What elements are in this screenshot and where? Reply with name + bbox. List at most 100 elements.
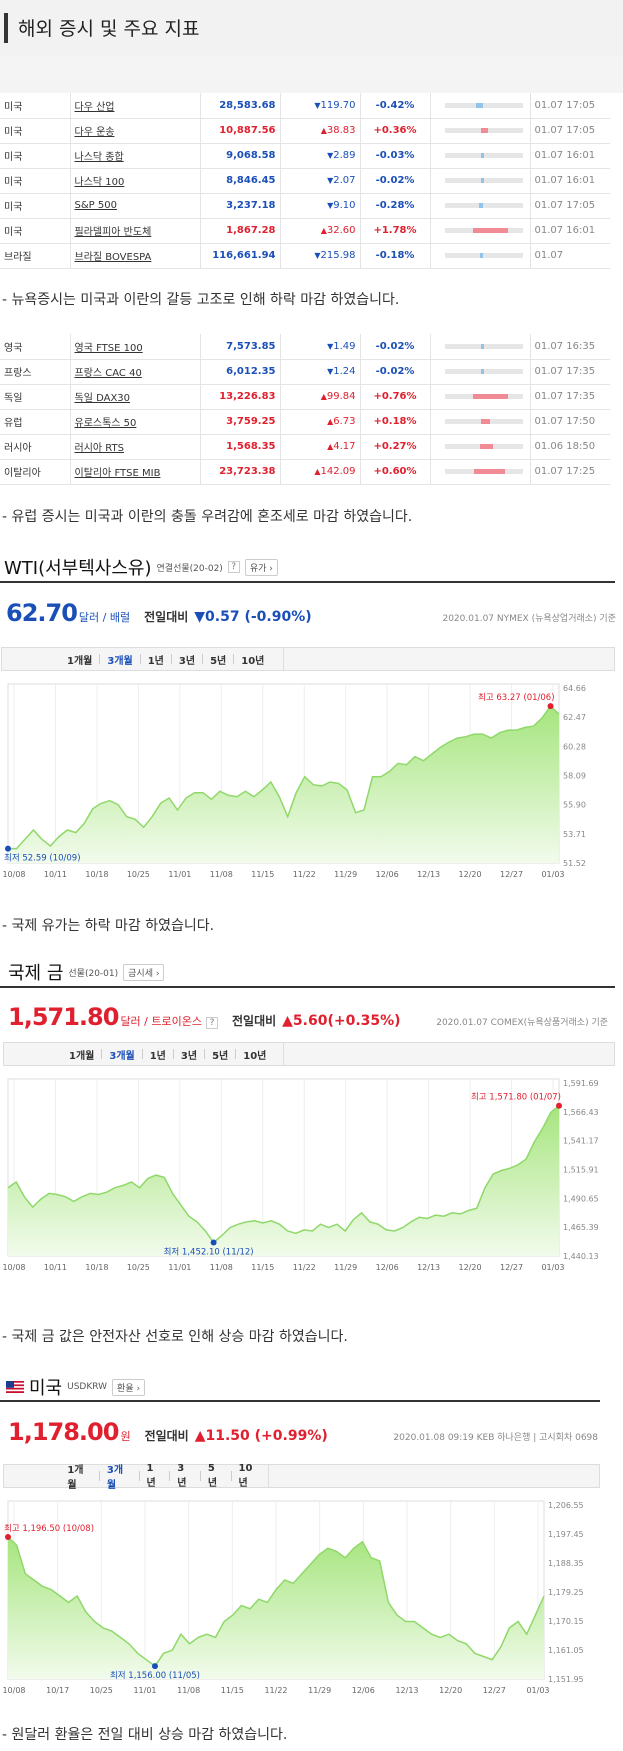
index-name-link[interactable]: 다우 운송 bbox=[70, 118, 201, 144]
index-price: 1,568.35 bbox=[200, 434, 281, 460]
index-name-link[interactable]: 유로스톡스 50 bbox=[70, 409, 201, 435]
index-country: 미국 bbox=[0, 118, 71, 144]
index-row: 미국 다우 산업 28,583.68 ▼119.70 -0.42% 01.07 17:05 bbox=[0, 93, 610, 119]
index-change-bar bbox=[430, 459, 531, 485]
index-change-value: 4.17 bbox=[333, 441, 356, 452]
index-name-link[interactable]: 나스닥 100 bbox=[70, 168, 201, 194]
index-price: 10,887.56 bbox=[200, 118, 281, 144]
x-tick-label: 11/01 bbox=[168, 870, 191, 879]
gold-help-icon[interactable]: ? bbox=[205, 1017, 218, 1029]
y-tick-label: 1,440.13 bbox=[563, 1252, 599, 1261]
eu-market-note: - 유럽 증시는 미국과 이란의 충돌 우려감에 혼조세로 마감 하였습니다. bbox=[2, 509, 413, 525]
index-time: 01.07 16:01 bbox=[530, 168, 610, 194]
x-tick-label: 10/18 bbox=[85, 1263, 108, 1272]
index-name-link[interactable]: 독일 DAX30 bbox=[70, 384, 201, 410]
index-percent: -0.02% bbox=[360, 168, 431, 194]
x-tick-label: 10/17 bbox=[46, 1686, 69, 1695]
tab-period[interactable]: 3년 bbox=[177, 1463, 187, 1489]
up-arrow-icon: ▲ bbox=[320, 126, 327, 135]
index-change-value: 9.10 bbox=[333, 200, 356, 211]
x-tick-label: 12/27 bbox=[483, 1686, 506, 1695]
tab-period[interactable]: 10년 bbox=[243, 1050, 267, 1062]
tab-separator bbox=[230, 1471, 232, 1481]
tab-divider bbox=[283, 1042, 284, 1066]
index-row: 이탈리아 이탈리아 FTSE MIB 23,723.38 ▲142.09 +0.60% 0… bbox=[0, 459, 610, 485]
index-time: 01.07 17:25 bbox=[530, 459, 610, 485]
wti-help-icon[interactable]: ? bbox=[227, 561, 240, 573]
index-time: 01.07 16:35 bbox=[530, 334, 610, 360]
index-name-link[interactable]: 필라델피아 반도체 bbox=[70, 218, 201, 244]
bar-fill bbox=[474, 469, 506, 474]
index-time: 01.07 17:05 bbox=[530, 93, 610, 119]
usd-more-button[interactable]: 환율 › bbox=[112, 1378, 146, 1396]
index-price: 3,237.18 bbox=[200, 193, 281, 219]
wti-price: 62.70 bbox=[6, 599, 78, 627]
index-name-link[interactable]: 이탈리아 FTSE MIB bbox=[70, 459, 201, 485]
x-tick-label: 12/06 bbox=[376, 870, 399, 879]
x-tick-label: 12/13 bbox=[417, 1263, 440, 1272]
index-change-bar bbox=[430, 168, 531, 194]
index-time: 01.07 17:35 bbox=[530, 359, 610, 385]
index-country: 미국 bbox=[0, 143, 71, 169]
up-arrow-icon: ▲ bbox=[314, 467, 321, 476]
index-change: ▼119.70 bbox=[280, 93, 361, 119]
tab-separator bbox=[141, 1049, 143, 1059]
index-change: ▲6.73 bbox=[280, 409, 361, 435]
index-change-value: 215.98 bbox=[320, 250, 356, 261]
index-row: 미국 필라델피아 반도체 1,867.28 ▲32.60 +1.78% 01.07 16:… bbox=[0, 218, 610, 244]
index-name-link[interactable]: 영국 FTSE 100 bbox=[70, 334, 201, 360]
x-tick-label: 10/11 bbox=[44, 870, 67, 879]
tab-period[interactable]: 3개월 bbox=[106, 1465, 124, 1491]
tab-period[interactable]: 5년 bbox=[210, 655, 227, 667]
tab-period[interactable]: 5년 bbox=[207, 1463, 218, 1489]
tab-period[interactable]: 3개월 bbox=[109, 1050, 135, 1062]
index-percent: +0.76% bbox=[360, 384, 431, 410]
high-label: 최고 1,571.80 (01/07) bbox=[471, 1092, 561, 1103]
tab-period[interactable]: 3개월 bbox=[107, 655, 133, 667]
tab-period[interactable]: 10년 bbox=[241, 655, 265, 667]
tab-period[interactable]: 1년 bbox=[149, 1050, 166, 1062]
tab-period[interactable]: 1개월 bbox=[67, 655, 93, 667]
index-name-link[interactable]: S&P 500 bbox=[70, 193, 201, 219]
y-tick-label: 1,188.35 bbox=[548, 1559, 584, 1568]
index-change-value: 142.09 bbox=[320, 466, 356, 477]
tab-period[interactable]: 1개월 bbox=[67, 1465, 84, 1491]
tab-divider bbox=[268, 1464, 269, 1488]
down-arrow-icon: ▼ bbox=[327, 367, 334, 376]
tab-period[interactable]: 1년 bbox=[147, 655, 164, 667]
tab-separator bbox=[139, 654, 141, 664]
index-name-link[interactable]: 브라질 BOVESPA bbox=[70, 243, 201, 269]
x-tick-label: 11/01 bbox=[168, 1263, 191, 1272]
bar-fill bbox=[480, 178, 484, 183]
us-market-note: - 뉴욕증시는 미국과 이란의 갈등 고조로 인해 하락 마감 하였습니다. bbox=[2, 292, 400, 308]
index-country: 미국 bbox=[0, 93, 71, 119]
y-tick-label: 1,161.05 bbox=[548, 1646, 584, 1655]
index-name-link[interactable]: 나스닥 종합 bbox=[70, 143, 201, 169]
bar-fill bbox=[480, 369, 484, 374]
index-name-link[interactable]: 러시아 RTS bbox=[70, 434, 201, 460]
tab-period[interactable]: 1년 bbox=[146, 1463, 156, 1489]
tab-period[interactable]: 5년 bbox=[212, 1050, 229, 1062]
tab-period[interactable]: 3년 bbox=[178, 655, 196, 667]
tab-period[interactable]: 10년 bbox=[238, 1463, 253, 1489]
index-row: 미국 다우 운송 10,887.56 ▲38.83 +0.36% 01.07 17:05 bbox=[0, 118, 610, 144]
wti-more-button[interactable]: 유가 › bbox=[244, 558, 278, 576]
gold-sub: 선물(20-01) bbox=[68, 968, 119, 979]
bar-fill bbox=[480, 153, 484, 158]
index-name-link[interactable]: 프랑스 CAC 40 bbox=[70, 359, 201, 385]
tab-period[interactable]: 3년 bbox=[180, 1050, 198, 1062]
tab-period[interactable]: 1개월 bbox=[69, 1050, 95, 1062]
index-time: 01.07 16:01 bbox=[530, 218, 610, 244]
y-tick-label: 1,591.69 bbox=[563, 1079, 599, 1088]
index-change-bar bbox=[430, 334, 531, 360]
low-point-marker bbox=[210, 1239, 217, 1246]
usd-period-tabs: 1개월 3개월 1년 3년 5년 10년 bbox=[3, 1463, 600, 1491]
index-change-bar bbox=[430, 193, 531, 219]
gold-source: 2020.01.07 COMEX(뉴욕상품거래소) 기준 bbox=[436, 1018, 608, 1028]
y-tick-label: 51.52 bbox=[563, 859, 586, 868]
index-price: 23,723.38 bbox=[200, 459, 281, 485]
high-point-marker bbox=[5, 1534, 11, 1541]
gold-more-button[interactable]: 금시세 › bbox=[123, 963, 165, 981]
index-price: 116,661.94 bbox=[200, 243, 281, 269]
index-name-link[interactable]: 다우 산업 bbox=[70, 93, 201, 119]
